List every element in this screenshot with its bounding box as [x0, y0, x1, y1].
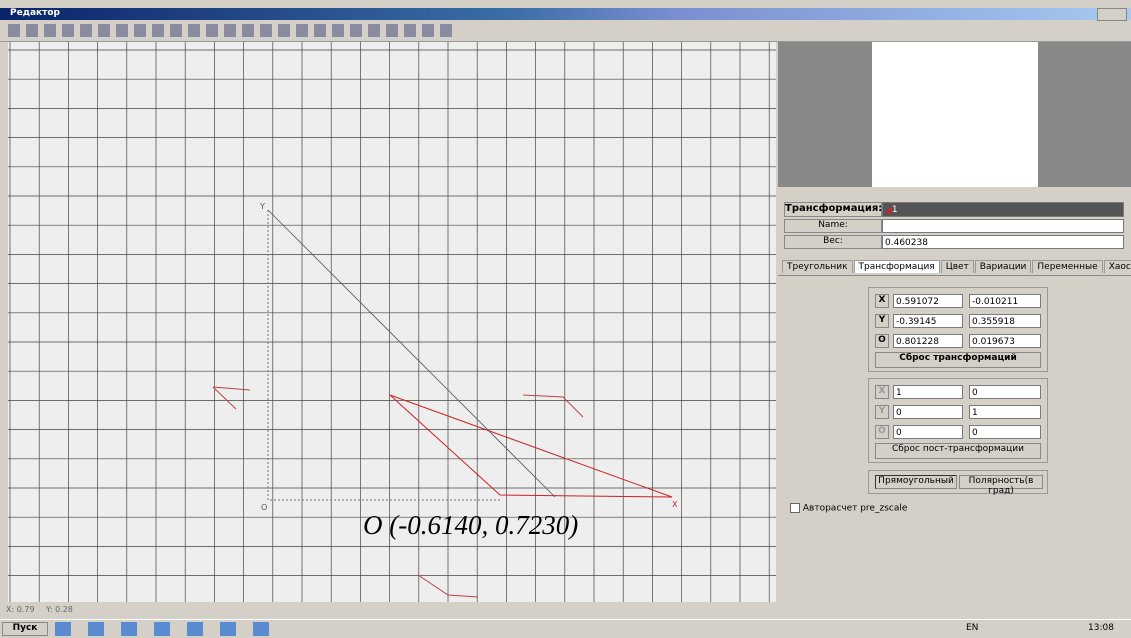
mode-polar[interactable]: Полярность(в град): [959, 475, 1043, 489]
reset-button[interactable]: Сброс пост-трансформации: [875, 443, 1041, 459]
weight-input[interactable]: 0.460238: [882, 235, 1124, 249]
window-controls[interactable]: [1097, 8, 1127, 21]
screen: Редактор Y O X O (-0.6140, 0.7230) Транс…: [0, 0, 1131, 637]
status-x: X: 0.79: [6, 605, 35, 614]
transform-label: Трансформация:: [784, 202, 882, 217]
clock: 13:08: [1088, 623, 1114, 633]
value-input[interactable]: 0: [969, 425, 1041, 439]
mode-group: Прямоугольный Полярность(в град): [868, 470, 1048, 494]
reset-button[interactable]: Сброс трансформаций: [875, 352, 1041, 368]
tab[interactable]: Вариации: [975, 260, 1032, 273]
value-input[interactable]: 0.019673: [969, 334, 1041, 348]
start-button[interactable]: Пуск: [2, 622, 48, 636]
preview: [778, 42, 1131, 187]
y-label: Y: [259, 202, 265, 211]
tab[interactable]: Треугольник: [782, 260, 853, 273]
toolbar: [0, 21, 1131, 42]
o-label: O: [261, 503, 267, 512]
value-input[interactable]: 0: [893, 405, 963, 419]
name-label: Name:: [784, 219, 882, 233]
taskbar: Пуск EN 13:08: [0, 619, 1131, 638]
taskbar-apps[interactable]: [55, 622, 280, 636]
weight-label: Вес:: [784, 235, 882, 249]
value-input[interactable]: 0: [893, 425, 963, 439]
lang[interactable]: EN: [966, 623, 978, 633]
tab[interactable]: Цвет: [941, 260, 974, 273]
window-title: Редактор: [10, 8, 60, 18]
canvas[interactable]: Y O X O (-0.6140, 0.7230): [8, 42, 776, 602]
status-y: Y: 0.28: [46, 605, 73, 614]
value-input[interactable]: 0.801228: [893, 334, 963, 348]
properties-panel: Трансформация: ◢1 Name: Вес: 0.460238 Тр…: [778, 190, 1131, 602]
value-input[interactable]: -0.010211: [969, 294, 1041, 308]
transform-value: 1: [892, 205, 898, 215]
tab[interactable]: Хаос: [1104, 260, 1131, 273]
checkbox[interactable]: Авторасчет pre_zscale: [790, 503, 907, 514]
row-label[interactable]: Y: [875, 314, 889, 328]
tab[interactable]: Переменные: [1032, 260, 1102, 273]
row-label[interactable]: X: [875, 385, 889, 399]
checkbox-label: Авторасчет pre_zscale: [803, 504, 908, 514]
value-input[interactable]: 1: [893, 385, 963, 399]
row-label[interactable]: O: [875, 425, 889, 439]
value-input[interactable]: 0.355918: [969, 314, 1041, 328]
value-input[interactable]: 0.591072: [893, 294, 963, 308]
name-input[interactable]: [882, 219, 1124, 233]
toolbar-icons[interactable]: [8, 24, 458, 37]
status-bar: X: 0.79 Y: 0.28: [0, 605, 1131, 617]
tab[interactable]: Трансформация: [854, 260, 940, 273]
value-input[interactable]: -0.39145: [893, 314, 963, 328]
row-label[interactable]: X: [875, 294, 889, 308]
matrix-group: X 0.591072 -0.010211 Y -0.39145 0.355918 O 0.80…: [868, 287, 1048, 372]
annotation: O (-0.6140, 0.7230): [363, 510, 578, 540]
value-input[interactable]: 1: [969, 405, 1041, 419]
x-label: X: [672, 500, 678, 509]
value-input[interactable]: 0: [969, 385, 1041, 399]
title-bar: Редактор: [0, 8, 1131, 20]
mode-rect[interactable]: Прямоугольный: [875, 475, 957, 489]
transform-select[interactable]: ◢1: [882, 202, 1124, 217]
row-label[interactable]: O: [875, 334, 889, 348]
row-label[interactable]: Y: [875, 405, 889, 419]
